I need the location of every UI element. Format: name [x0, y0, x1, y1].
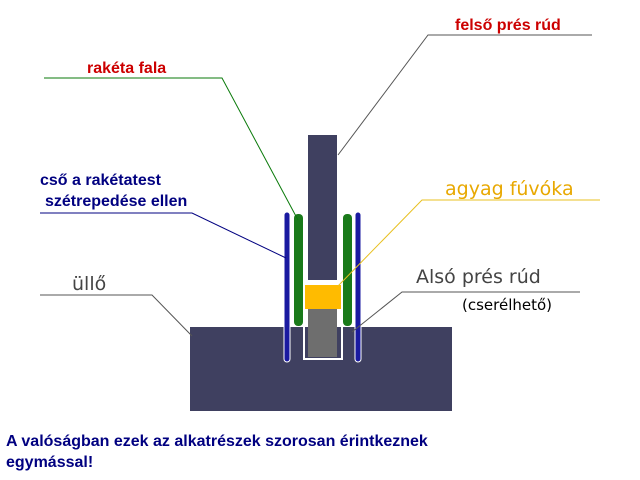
- upper-press-rod: [308, 135, 337, 281]
- label-tube-line1: cső a rakétatest: [40, 172, 161, 189]
- rocket-wall-right: [343, 214, 352, 326]
- tube-left: [283, 211, 291, 363]
- leader-upper-rod: [337, 34, 592, 156]
- label-clay-nozzle: agyag fúvóka: [445, 178, 574, 200]
- note-line1: A valóságban ezek az alkatrészek szorosa…: [6, 433, 428, 450]
- tube-right: [354, 211, 362, 363]
- leader-clay-nozzle: [337, 199, 600, 287]
- leader-rocket-wall: [44, 77, 299, 221]
- note-line2: egymással!: [6, 454, 94, 471]
- leader-anvil: [40, 294, 193, 337]
- leader-lower-rod: [351, 291, 580, 333]
- lower-press-rod: [308, 309, 337, 357]
- label-rocket-wall: rakéta fala: [87, 60, 167, 77]
- label-anvil: üllő: [72, 273, 107, 295]
- label-tube-line2: szétrepedése ellen: [45, 193, 188, 210]
- clay-nozzle: [302, 285, 342, 309]
- label-lower-press-rod: Alsó prés rúd: [416, 266, 541, 288]
- leader-tube: [40, 212, 287, 259]
- label-upper-press-rod: felső prés rúd: [455, 17, 561, 34]
- label-replaceable: (cserélhető): [462, 296, 553, 314]
- cavity-outline: [303, 280, 343, 360]
- rocket-wall-left: [294, 214, 303, 326]
